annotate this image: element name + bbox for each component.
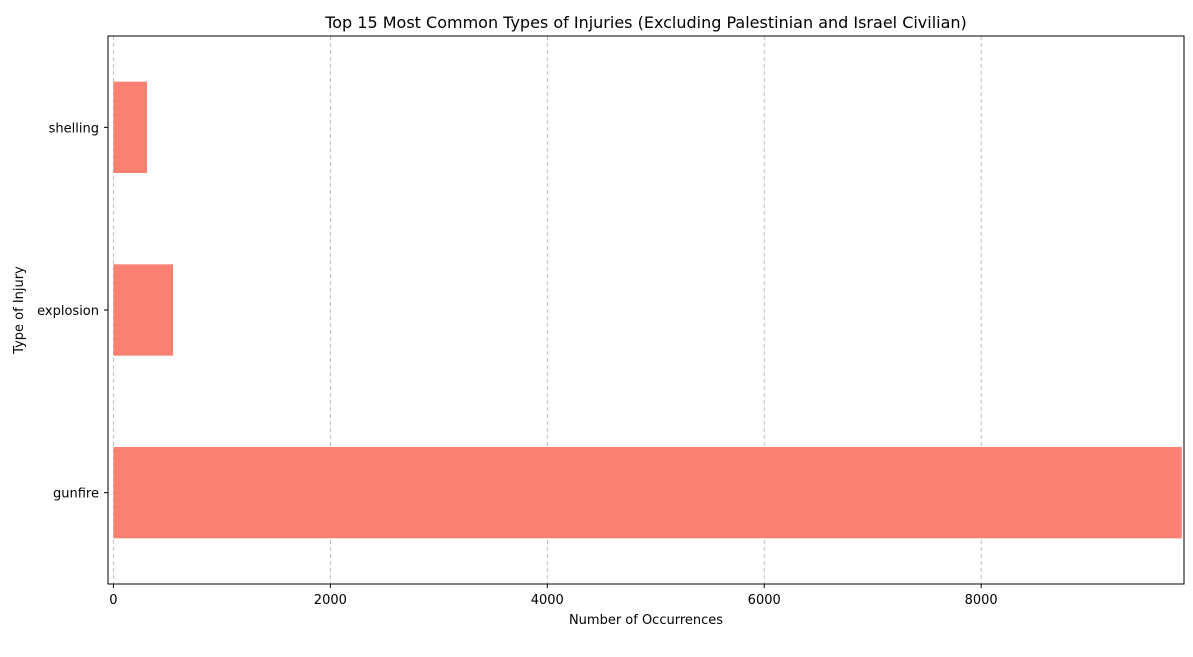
x-axis-ticks: 0 2000 4000 6000 8000 [109, 584, 998, 608]
y-tick-label: shelling [49, 121, 99, 136]
chart-title: Top 15 Most Common Types of Injuries (Ex… [324, 13, 967, 32]
x-axis-label: Number of Occurrences [569, 613, 723, 628]
y-tick-label: explosion [37, 304, 99, 319]
y-axis-ticks: gunfire explosion shelling [37, 121, 108, 502]
bar-shelling [113, 81, 148, 173]
bar-gunfire [113, 447, 1182, 539]
bar-explosion [113, 264, 174, 356]
x-tick-label: 6000 [748, 593, 781, 608]
bars-layer [113, 81, 1182, 539]
x-tick-label: 2000 [314, 593, 347, 608]
x-tick-label: 0 [109, 593, 117, 608]
y-axis-label: Type of Injury [12, 266, 27, 355]
y-tick-label: gunfire [53, 487, 99, 502]
x-tick-label: 8000 [965, 593, 998, 608]
x-tick-label: 4000 [531, 593, 564, 608]
